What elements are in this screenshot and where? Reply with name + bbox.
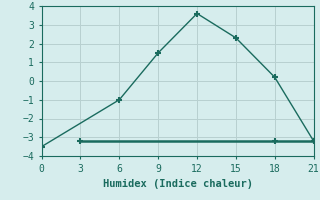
X-axis label: Humidex (Indice chaleur): Humidex (Indice chaleur) xyxy=(103,179,252,189)
